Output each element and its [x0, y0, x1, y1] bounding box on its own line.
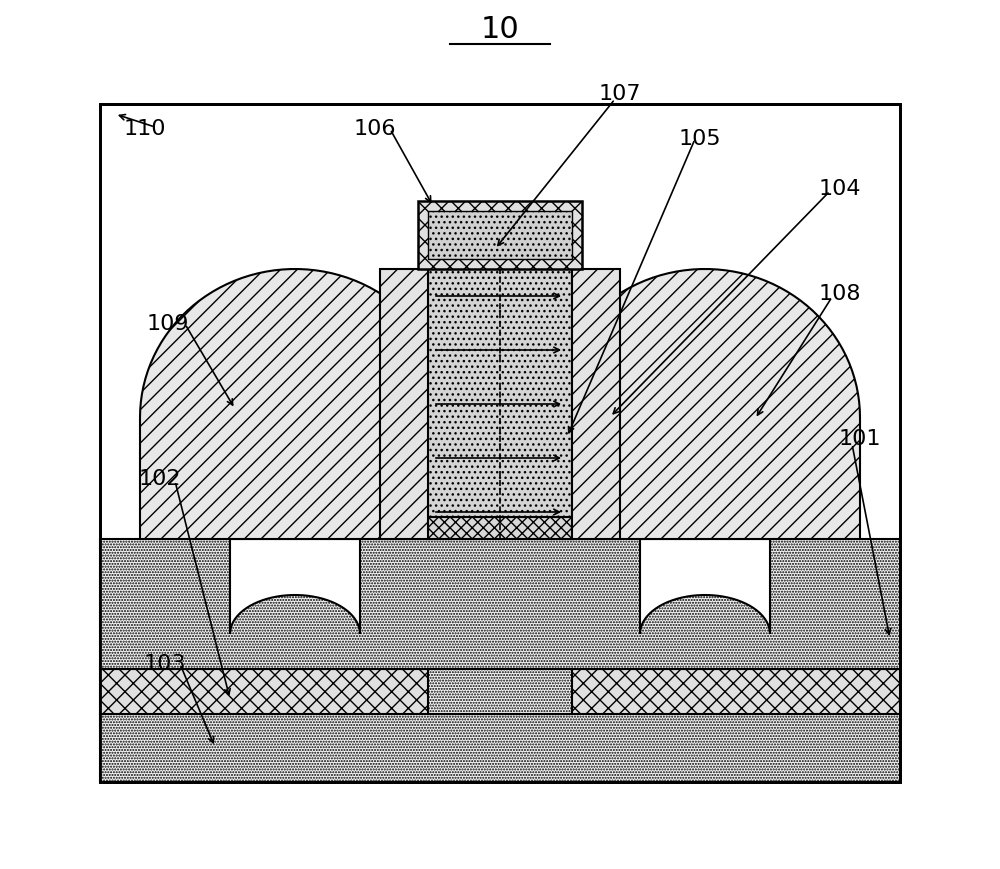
Bar: [100, 539, 900, 669]
Text: 108: 108: [819, 284, 861, 304]
Bar: [100, 104, 900, 782]
Bar: [572, 269, 620, 539]
Bar: [380, 269, 428, 539]
Bar: [100, 104, 900, 782]
Bar: [100, 669, 900, 714]
Bar: [418, 201, 582, 269]
Polygon shape: [140, 269, 450, 539]
Bar: [428, 517, 572, 539]
Bar: [428, 669, 572, 714]
Text: 104: 104: [819, 179, 861, 199]
Text: 10: 10: [481, 15, 519, 43]
Bar: [100, 714, 900, 782]
Text: 101: 101: [839, 429, 881, 449]
Text: 109: 109: [147, 314, 189, 334]
Bar: [428, 269, 572, 517]
Text: 105: 105: [679, 129, 721, 149]
Text: 103: 103: [144, 654, 186, 674]
Text: 106: 106: [354, 119, 396, 139]
Polygon shape: [550, 269, 860, 539]
Text: 107: 107: [599, 84, 641, 104]
Polygon shape: [230, 539, 360, 634]
Text: 110: 110: [124, 119, 166, 139]
Bar: [428, 269, 572, 539]
Text: 102: 102: [139, 469, 181, 489]
Polygon shape: [640, 539, 770, 634]
Bar: [428, 211, 572, 259]
